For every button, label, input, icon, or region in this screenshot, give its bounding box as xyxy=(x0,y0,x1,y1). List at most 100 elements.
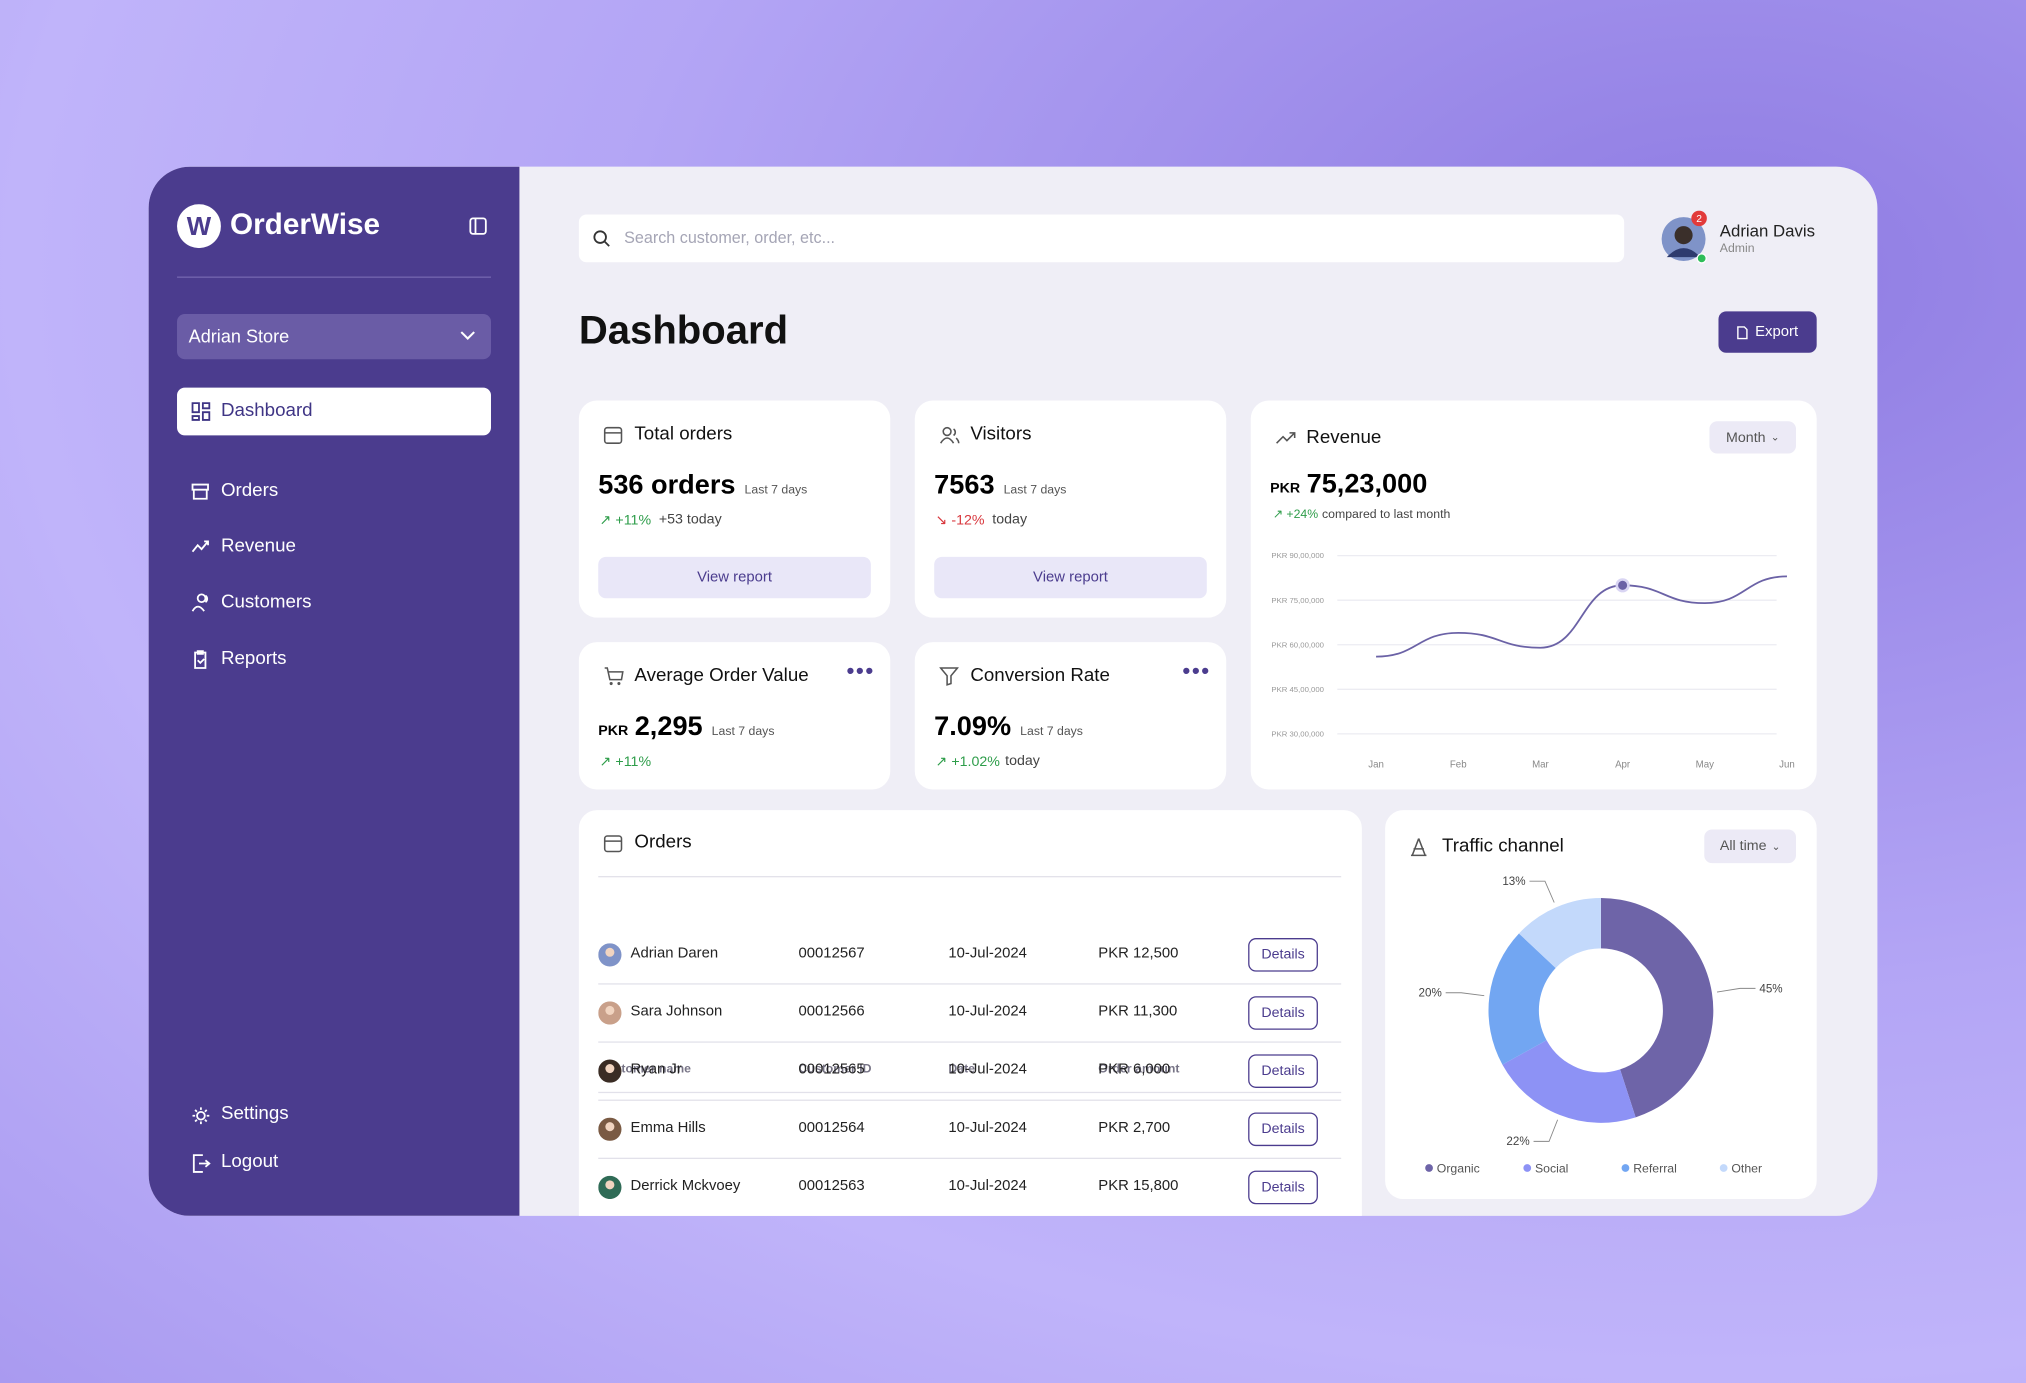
nav-icon xyxy=(191,593,209,612)
nav-item[interactable]: Reports xyxy=(220,648,287,670)
x-tick-label: May xyxy=(1696,760,1714,771)
change-value: -12% xyxy=(951,512,985,529)
card-title: Average Order Value xyxy=(634,665,809,687)
app-window: W OrderWise Adrian Store Dashboard Orders… xyxy=(148,166,1878,1216)
card-title: Traffic channel xyxy=(1441,835,1564,857)
card-period: Last 7 days xyxy=(1003,483,1067,498)
nav-icon xyxy=(192,1107,210,1125)
icon-path xyxy=(191,593,209,612)
avatar-head xyxy=(605,1180,615,1190)
customer-name: Ryan Jr xyxy=(630,1062,682,1078)
nav-item[interactable]: Settings xyxy=(220,1103,289,1125)
search-placeholder: Search customer, order, etc... xyxy=(624,228,836,247)
period-select[interactable]: Month ⌄ xyxy=(1709,421,1797,454)
change-row: ↗ +1.02% today xyxy=(935,753,1039,770)
more-button[interactable]: ••• xyxy=(846,657,875,684)
card-value: 536 orders xyxy=(598,470,736,501)
nav-item[interactable]: Logout xyxy=(220,1151,279,1172)
details-button[interactable]: Details xyxy=(1248,996,1318,1030)
avatar-head xyxy=(605,1005,615,1015)
currency: PKR xyxy=(598,723,629,740)
card-icon xyxy=(603,835,623,853)
card-change: ↗ +11% xyxy=(599,512,652,529)
value-row: 7.09% Last 7 days xyxy=(934,712,1083,743)
nav-item[interactable]: Customers xyxy=(220,591,312,613)
period-label: All time xyxy=(1719,838,1767,855)
customer-avatar xyxy=(598,1001,622,1025)
details-button[interactable]: Details xyxy=(1248,1112,1318,1147)
nav-icon xyxy=(191,483,209,500)
divider xyxy=(598,876,1342,878)
details-button[interactable]: Details xyxy=(1248,938,1318,972)
aov-card: Average Order Value ••• PKR 2,295 Last 7 d… xyxy=(578,642,891,790)
collapse-button[interactable] xyxy=(469,217,487,235)
card-period: Last 7 days xyxy=(1020,724,1083,740)
customer-avatar xyxy=(598,943,622,967)
leader-line xyxy=(1533,1119,1559,1142)
period-select[interactable]: All time ⌄ xyxy=(1704,829,1797,864)
store-select[interactable]: Adrian Store xyxy=(177,313,491,360)
card-icon xyxy=(603,426,623,444)
card-icon xyxy=(1276,432,1296,444)
y-tick-label: PKR 75,00,000 xyxy=(1271,596,1324,605)
orders-card: Orders Customer name Customer ID Date Order… xyxy=(578,810,1362,1216)
icon-path xyxy=(194,650,207,669)
export-label: Export xyxy=(1755,324,1799,340)
brand: OrderWise xyxy=(229,206,381,241)
card-change: ↗ +1.02% xyxy=(935,754,1000,771)
details-button[interactable]: Details xyxy=(1248,1170,1318,1205)
order-date: 10-Jul-2024 xyxy=(948,1120,1027,1136)
pie-segment xyxy=(1518,898,1601,968)
customer-name: Derrick Mckvoey xyxy=(630,1178,741,1194)
card-change: ↘ -12% xyxy=(935,512,985,529)
nav-item[interactable]: Orders xyxy=(220,480,279,502)
view-report-button[interactable]: View report xyxy=(934,556,1207,599)
user-avatar[interactable]: 2 xyxy=(1659,210,1711,265)
card-change: ↗ +11% xyxy=(599,754,652,771)
change-value: +1.02% xyxy=(951,754,1000,771)
order-amount: PKR 12,500 xyxy=(1098,945,1179,962)
change-row: ↗ +24% compared to last month xyxy=(1273,508,1451,522)
change-value: +11% xyxy=(615,512,652,529)
export-button[interactable]: Export xyxy=(1718,311,1817,353)
row-divider xyxy=(598,983,1342,985)
customer-avatar xyxy=(598,1059,622,1083)
more-button[interactable]: ••• xyxy=(1182,657,1211,684)
nav-active[interactable] xyxy=(177,387,491,436)
customer-name: Sara Johnson xyxy=(630,1003,723,1020)
pie-label: 13% xyxy=(1502,875,1525,888)
legend-label: Referral xyxy=(1633,1162,1677,1176)
store-name: Adrian Store xyxy=(188,325,290,347)
column-header: Date xyxy=(948,1062,976,1077)
leader-line xyxy=(1445,992,1485,997)
x-tick-label: Jun xyxy=(1779,760,1795,771)
nav-item[interactable]: Dashboard xyxy=(220,400,313,422)
nav-item[interactable]: Revenue xyxy=(220,536,296,557)
customer-id: 00012567 xyxy=(798,945,865,962)
legend-swatch xyxy=(1621,1164,1630,1172)
search-box[interactable]: Search customer, order, etc... xyxy=(578,214,1625,263)
icon-path xyxy=(192,1107,210,1125)
revenue-value: 75,23,000 xyxy=(1306,469,1428,499)
order-date: 10-Jul-2024 xyxy=(948,1178,1027,1194)
details-button[interactable]: Details xyxy=(1248,1054,1318,1088)
user-role: Admin xyxy=(1719,241,1755,256)
legend-swatch xyxy=(1523,1164,1532,1172)
y-tick-label: PKR 90,00,000 xyxy=(1271,551,1324,560)
y-tick-label: PKR 60,00,000 xyxy=(1271,640,1324,649)
view-report-button[interactable]: View report xyxy=(598,556,871,599)
card-period: Last 7 days xyxy=(711,724,775,740)
card-value: 2,295 xyxy=(634,711,703,742)
row-divider xyxy=(598,1157,1342,1160)
order-amount: PKR 2,700 xyxy=(1098,1120,1171,1136)
value-row: 536 orders Last 7 days xyxy=(598,470,807,501)
traffic-card: Traffic channel All time ⌄ xyxy=(1385,810,1817,1200)
card-icon xyxy=(1410,838,1427,857)
period-label: Month xyxy=(1726,429,1766,446)
card-title: Conversion Rate xyxy=(970,665,1110,687)
card-title: Orders xyxy=(634,832,692,853)
legend-swatch xyxy=(1425,1164,1433,1172)
change-row: ↘ -12% today xyxy=(935,512,1027,529)
value-row: PKR 2,295 Last 7 days xyxy=(598,712,774,743)
